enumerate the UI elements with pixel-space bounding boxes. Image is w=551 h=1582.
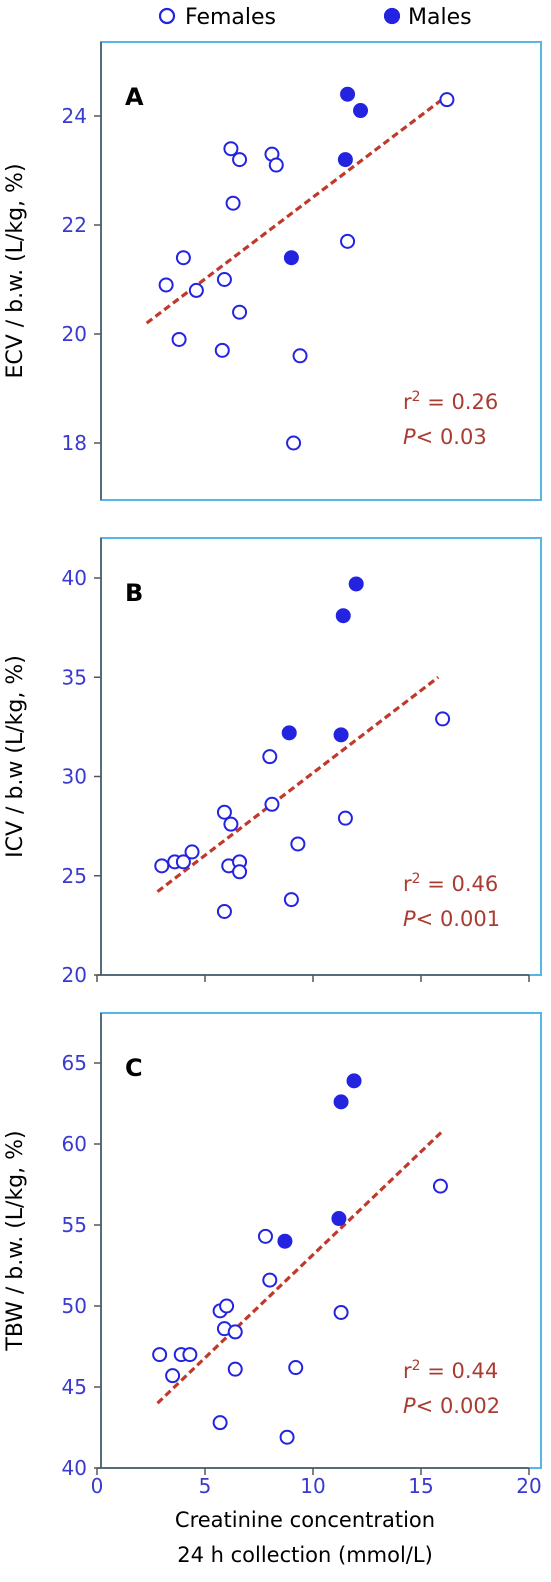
- legend-female-label: Females: [185, 5, 276, 30]
- y-tick-label: 65: [62, 1051, 87, 1075]
- x-axis-label-line1: Creatinine concentration: [175, 1508, 435, 1532]
- y-tick-label: 45: [62, 1375, 87, 1399]
- y-axis-label: TBW / b.w. (L/kg, %): [3, 1130, 28, 1351]
- female-data-point: [286, 435, 302, 451]
- female-data-point: [175, 854, 191, 870]
- female-data-point: [223, 816, 239, 832]
- female-data-point: [432, 1178, 448, 1194]
- male-data-point: [277, 1233, 293, 1249]
- panel-c: 40 45 50 55 60 65 TBW / b.w. (L/kg, %) Cr2 = 0.…: [3, 1012, 542, 1480]
- y-tick-label: 20: [62, 322, 87, 346]
- x-tick-label: 10: [300, 1474, 325, 1498]
- female-data-point: [288, 1360, 304, 1376]
- female-data-point: [216, 903, 232, 919]
- female-data-point: [340, 233, 356, 249]
- female-data-point: [154, 858, 170, 874]
- female-data-point: [337, 810, 353, 826]
- male-data-point: [340, 86, 356, 102]
- y-tick-label: 60: [62, 1132, 87, 1156]
- y-tick-label: 35: [62, 665, 87, 689]
- female-data-point: [182, 1347, 198, 1363]
- legend-male-marker: [383, 7, 401, 25]
- r-squared-text: r2 = 0.46: [403, 871, 498, 896]
- r-squared-text: r2 = 0.44: [403, 1358, 498, 1383]
- y-axis-label: ICV / b.w (L/kg, %): [3, 655, 28, 858]
- female-data-point: [152, 1347, 168, 1363]
- male-data-point: [353, 103, 369, 119]
- p-value-text: P< 0.002: [403, 1394, 500, 1418]
- y-tick-label: 40: [62, 566, 87, 590]
- x-tick-label: 0: [91, 1474, 104, 1498]
- female-data-point: [232, 304, 248, 320]
- y-tick-label: 24: [62, 104, 87, 128]
- x-tick-label: 15: [408, 1474, 433, 1498]
- female-data-point: [264, 796, 280, 812]
- legend: Females Males: [158, 5, 472, 30]
- female-data-point: [333, 1304, 349, 1320]
- female-data-point: [188, 282, 204, 298]
- r-squared-text: r2 = 0.26: [403, 389, 498, 414]
- male-data-point: [331, 1211, 347, 1227]
- p-value-text: P< 0.03: [403, 425, 487, 449]
- x-tick-label: 20: [516, 1474, 541, 1498]
- male-data-point: [337, 152, 353, 168]
- female-data-point: [225, 195, 241, 211]
- legend-male-label: Males: [408, 5, 472, 30]
- male-data-point: [283, 250, 299, 266]
- female-data-point: [171, 331, 187, 347]
- female-data-point: [262, 749, 278, 765]
- female-data-point: [227, 1361, 243, 1377]
- y-tick-label: 20: [62, 963, 87, 987]
- female-data-point: [184, 844, 200, 860]
- male-data-point: [333, 727, 349, 743]
- panel-letter: C: [125, 1054, 143, 1082]
- female-data-point: [212, 1415, 228, 1431]
- female-data-point: [292, 348, 308, 364]
- panel-a: 18 20 22 24 ECV / b.w. (L/kg, %) Ar2 = 0.26 P<…: [3, 41, 542, 501]
- panel-letter: A: [125, 83, 144, 111]
- female-data-point: [290, 836, 306, 852]
- female-data-point: [439, 92, 455, 108]
- male-data-point: [335, 608, 351, 624]
- panel-letter: B: [125, 579, 143, 607]
- male-data-point: [281, 725, 297, 741]
- female-data-point: [227, 1324, 243, 1340]
- female-data-point: [219, 1298, 235, 1314]
- x-axis-label-line2: 24 h collection (mmol/L): [177, 1543, 433, 1567]
- regression-line: [145, 92, 451, 325]
- regression-line: [156, 675, 440, 893]
- y-tick-label: 40: [62, 1456, 87, 1480]
- y-tick-label: 55: [62, 1213, 87, 1237]
- p-value-text: P< 0.001: [403, 907, 500, 931]
- female-data-point: [283, 892, 299, 908]
- y-tick-label: 25: [62, 864, 87, 888]
- male-data-point: [346, 1073, 362, 1089]
- panel-b: 20 25 30 35 40 ICV / b.w (L/kg, %) Br2 = 0.46 P…: [3, 537, 542, 987]
- y-axis-label: ECV / b.w. (L/kg, %): [3, 163, 28, 378]
- female-data-point: [214, 342, 230, 358]
- female-data-point: [232, 864, 248, 880]
- female-data-point: [262, 1272, 278, 1288]
- female-data-point: [216, 804, 232, 820]
- male-data-point: [348, 576, 364, 592]
- female-data-point: [165, 1368, 181, 1384]
- male-data-point: [333, 1094, 349, 1110]
- female-data-point: [216, 272, 232, 287]
- y-tick-label: 50: [62, 1294, 87, 1318]
- female-data-point: [175, 250, 191, 266]
- y-tick-label: 22: [62, 213, 87, 237]
- female-data-point: [158, 277, 174, 293]
- female-data-point: [257, 1228, 273, 1244]
- female-data-point: [435, 711, 451, 727]
- x-tick-label: 5: [199, 1474, 212, 1498]
- female-data-point: [279, 1429, 295, 1445]
- y-tick-label: 30: [62, 765, 87, 789]
- y-tick-label: 18: [62, 431, 87, 455]
- female-data-point: [268, 157, 284, 173]
- female-data-point: [232, 152, 248, 168]
- legend-female-marker: [158, 7, 176, 25]
- female-data-point: [223, 141, 239, 157]
